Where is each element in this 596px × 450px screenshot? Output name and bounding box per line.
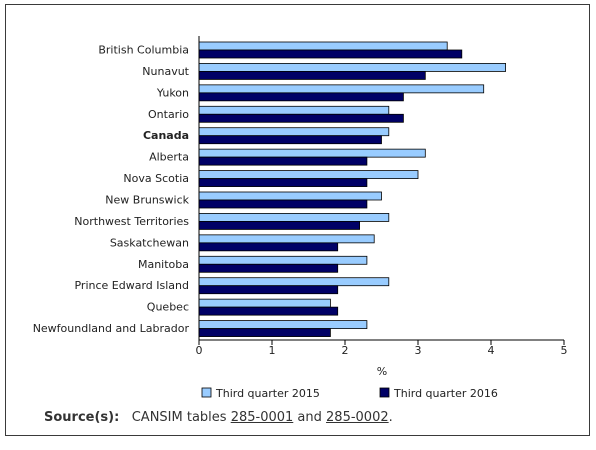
bar-2016-nunavut — [198, 71, 426, 80]
legend-label: Third quarter 2016 — [393, 387, 498, 400]
x-tick-label: 3 — [415, 344, 422, 357]
x-tick-label: 2 — [342, 344, 349, 357]
bar-2016-newfoundland-and-labrador — [198, 328, 331, 337]
source-text-after: . — [388, 410, 393, 425]
bar-2016-saskatchewan — [198, 242, 339, 252]
legend-swatch — [201, 387, 212, 398]
x-axis: 0 1 2 3 4 5 — [196, 36, 568, 357]
bar-2016-alberta — [198, 156, 368, 166]
source-text-before: CANSIM tables — [131, 410, 227, 425]
category-label: Northwest Territories — [74, 215, 189, 228]
category-label: Ontario — [148, 108, 189, 121]
source-label: Source(s): — [44, 410, 120, 425]
bar-2015-canada — [198, 127, 390, 137]
bar-2016-british-columbia — [198, 49, 463, 59]
category-label: Newfoundland and Labrador — [33, 322, 190, 335]
category-labels: British Columbia Nunavut Yukon Ontario Canad… — [33, 44, 190, 336]
category-label: Yukon — [156, 86, 189, 99]
category-label: Quebec — [147, 301, 189, 314]
bar-2016-new-brunswick — [198, 199, 368, 209]
source-link-285-0002[interactable]: 285-0002 — [326, 410, 389, 425]
x-tick-label: 0 — [196, 344, 203, 357]
category-label: Saskatchewan — [110, 236, 189, 249]
category-label: Manitoba — [138, 258, 189, 271]
bar-2015-yukon — [198, 84, 485, 94]
category-label: British Columbia — [98, 44, 189, 57]
source-text-middle: and — [297, 410, 322, 425]
bar-2015-nova-scotia — [198, 170, 419, 179]
bar-2016-quebec — [198, 306, 339, 316]
bar-2016-ontario — [198, 113, 404, 123]
category-label: Alberta — [149, 151, 189, 164]
bar-2015-prince-edward-island — [198, 277, 390, 287]
bar-2015-ontario — [198, 105, 390, 115]
category-label: Canada — [143, 129, 189, 142]
bar-2015-british-columbia — [198, 41, 448, 51]
source-note: Source(s): CANSIM tables 285-0001 and 28… — [44, 410, 393, 425]
bar-2015-manitoba — [198, 255, 368, 265]
category-label: New Brunswick — [105, 194, 189, 207]
bar-2015-northwest-territories — [198, 213, 390, 222]
legend-label: Third quarter 2015 — [215, 387, 320, 400]
x-tick-label: 4 — [488, 344, 495, 357]
bar-2015-newfoundland-and-labrador — [198, 320, 368, 329]
x-axis-label: % — [377, 365, 387, 378]
bar-2016-yukon — [198, 92, 404, 102]
bar-2016-manitoba — [198, 263, 339, 273]
bar-2015-alberta — [198, 148, 426, 158]
bar-2016-prince-edward-island — [198, 285, 339, 295]
bar-2016-nova-scotia — [198, 178, 368, 187]
category-label: Nunavut — [142, 65, 189, 78]
source-link-285-0001[interactable]: 285-0001 — [230, 410, 294, 425]
bar-2015-saskatchewan — [198, 234, 375, 244]
chart-frame — [5, 4, 590, 436]
legend: Third quarter 2015 Third quarter 2016 — [201, 387, 498, 400]
bar-2016-northwest-territories — [198, 221, 361, 230]
legend-swatch — [379, 387, 390, 398]
bar-2015-new-brunswick — [198, 191, 382, 201]
category-label: Nova Scotia — [123, 172, 189, 185]
bar-2015-nunavut — [198, 63, 507, 72]
x-tick-label: 5 — [561, 344, 568, 357]
category-label: Prince Edward Island — [74, 279, 189, 292]
bar-2015-quebec — [198, 298, 331, 308]
plot-area — [198, 41, 507, 337]
x-tick-label: 1 — [269, 344, 276, 357]
bar-2016-canada — [198, 135, 382, 145]
